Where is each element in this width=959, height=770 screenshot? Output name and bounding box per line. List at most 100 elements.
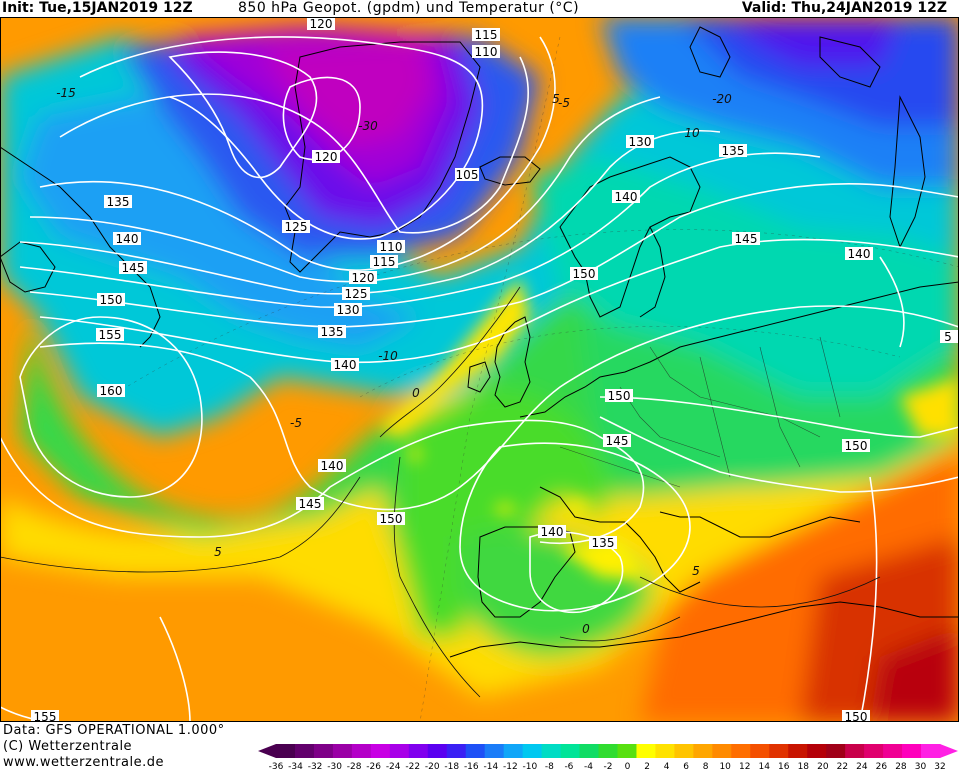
geopotential-label: 140 xyxy=(318,459,346,473)
colorbar-tick-label: 8 xyxy=(703,762,709,770)
colorbar-tick-label: 14 xyxy=(759,762,771,770)
temperature-colorbar: -36 -34 -32 -30 -28 -26 -24 -22 -20 -18 -16 -14 -12-… xyxy=(258,744,958,770)
colorbar-swatch xyxy=(693,744,713,758)
colorbar-swatch xyxy=(921,744,941,758)
data-source: Data: GFS OPERATIONAL 1.000° xyxy=(3,723,225,738)
colorbar-swatch xyxy=(864,744,884,758)
svg-text:155: 155 xyxy=(34,710,57,722)
svg-text:160: 160 xyxy=(100,384,123,398)
colorbar-tick-label: -2 xyxy=(604,762,613,770)
colorbar-right-arrow xyxy=(940,744,958,758)
svg-text:140: 140 xyxy=(615,190,638,204)
colorbar-tick-label: -32 xyxy=(308,762,323,770)
colorbar-tick-label: -34 xyxy=(288,762,303,770)
geopotential-label: 145 xyxy=(296,497,324,511)
temperature-label: 5 xyxy=(214,545,222,559)
temperature-label: -5 xyxy=(558,96,570,110)
geopotential-label: 105 xyxy=(455,168,479,182)
geopotential-label: 125 xyxy=(282,220,310,234)
temperature-label: 5 xyxy=(552,92,560,106)
temperature-label: -5 xyxy=(290,416,302,430)
geopotential-label: 145 xyxy=(119,261,147,275)
colorbar-swatch xyxy=(484,744,505,758)
geopotential-label: 150 xyxy=(842,439,870,453)
source-url: www.wetterzentrale.de xyxy=(3,755,164,770)
colorbar-swatch xyxy=(560,744,581,758)
svg-text:150: 150 xyxy=(573,267,596,281)
geopotential-label: 145 xyxy=(732,232,760,246)
temperature-field xyxy=(0,17,959,722)
svg-text:5: 5 xyxy=(944,330,952,344)
colorbar-tick-label: -14 xyxy=(483,762,498,770)
geopotential-label: 150 xyxy=(842,710,870,722)
temperature-label: 0 xyxy=(412,386,420,400)
colorbar-swatch xyxy=(750,744,770,758)
colorbar-swatch xyxy=(276,744,296,758)
geopotential-label: 120 xyxy=(307,17,335,31)
colorbar-tick-label: -36 xyxy=(269,762,284,770)
svg-text:145: 145 xyxy=(299,497,322,511)
geopotential-label: 120 xyxy=(312,150,340,164)
svg-text:110: 110 xyxy=(380,240,403,254)
colorbar-tick-label: 24 xyxy=(856,762,868,770)
svg-text:135: 135 xyxy=(107,195,130,209)
svg-text:135: 135 xyxy=(592,536,615,550)
geopotential-label: 150 xyxy=(605,389,633,403)
colorbar-tick-label: -24 xyxy=(386,762,401,770)
temperature-labels: -15 -30 -5 10 -20 -10 0 -5 5 5 5 0 xyxy=(56,86,732,636)
svg-text:140: 140 xyxy=(116,232,139,246)
colorbar-left-arrow xyxy=(258,744,276,758)
svg-text:125: 125 xyxy=(345,287,368,301)
geopotential-label: 115 xyxy=(472,28,500,42)
colorbar-tick-label: 30 xyxy=(915,762,927,770)
geopotential-label: 140 xyxy=(331,358,359,372)
colorbar-swatch xyxy=(541,744,562,758)
colorbar-swatch xyxy=(883,744,903,758)
colorbar-tick-label: -18 xyxy=(444,762,459,770)
svg-text:110: 110 xyxy=(475,45,498,59)
colorbar-swatch xyxy=(769,744,789,758)
temperature-label: -15 xyxy=(56,86,76,100)
colorbar-swatch xyxy=(845,744,865,758)
colorbar-swatch xyxy=(788,744,808,758)
temperature-label: 5 xyxy=(692,564,700,578)
geopotential-label: 125 xyxy=(342,287,370,301)
coastlines xyxy=(0,26,959,658)
colorbar-swatch xyxy=(389,744,410,758)
colorbar-tick-label: 26 xyxy=(876,762,888,770)
colorbar-swatch xyxy=(636,744,656,758)
geopotential-label: 110 xyxy=(377,240,405,254)
geopotential-label: 140 xyxy=(113,232,141,246)
colorbar-tick-label: -4 xyxy=(584,762,593,770)
colorbar-swatch xyxy=(370,744,391,758)
colorbar-swatch xyxy=(655,744,675,758)
svg-text:150: 150 xyxy=(380,512,403,526)
colorbar-swatch xyxy=(313,744,334,758)
svg-text:115: 115 xyxy=(475,28,498,42)
svg-text:120: 120 xyxy=(310,17,333,31)
svg-text:145: 145 xyxy=(606,434,629,448)
svg-text:140: 140 xyxy=(848,247,871,261)
colorbar-tick-label: 0 xyxy=(625,762,631,770)
svg-text:125: 125 xyxy=(285,220,308,234)
geopotential-label: 155 xyxy=(96,328,124,342)
svg-text:115: 115 xyxy=(373,255,396,269)
colorbar-swatch xyxy=(598,744,618,758)
temperature-label: 10 xyxy=(684,126,700,140)
geopotential-label: 145 xyxy=(603,434,631,448)
colorbar-tick-label: -26 xyxy=(366,762,381,770)
svg-text:140: 140 xyxy=(334,358,357,372)
weather-map: 120 115 110 120 105 130 135 135 140 125 … xyxy=(0,17,959,722)
colorbar-tick-label: 16 xyxy=(778,762,790,770)
geopotential-label: 135 xyxy=(719,144,747,158)
svg-text:135: 135 xyxy=(321,325,344,339)
geopotential-label: 120 xyxy=(349,271,377,285)
colorbar-swatch xyxy=(902,744,922,758)
svg-text:105: 105 xyxy=(456,168,479,182)
colorbar-tick-label: -20 xyxy=(425,762,440,770)
svg-text:140: 140 xyxy=(321,459,344,473)
svg-text:155: 155 xyxy=(99,328,122,342)
colorbar-tick-label: -30 xyxy=(327,762,342,770)
colorbar-swatch xyxy=(617,744,637,758)
geopotential-contours xyxy=(0,36,959,722)
